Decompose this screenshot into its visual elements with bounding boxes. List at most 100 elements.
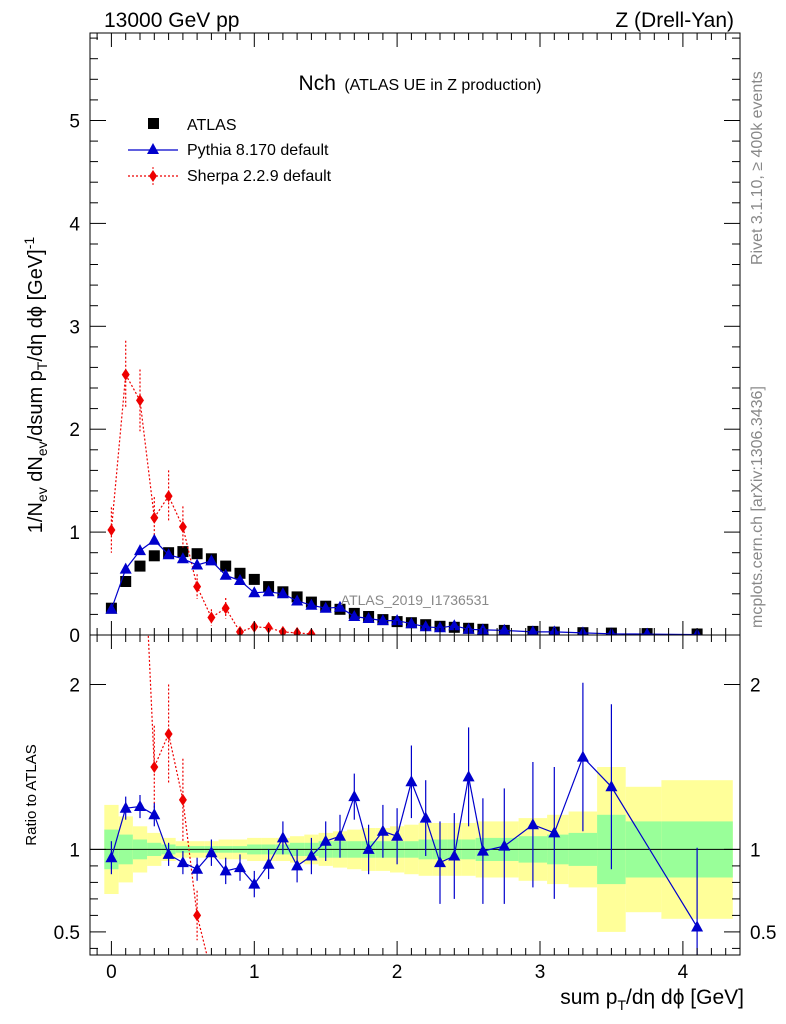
ratio-pythia-point-18: [362, 842, 375, 854]
ratio-sherpa-point-5: [178, 793, 187, 806]
ratio-ytick-label-left-1: 1: [69, 840, 80, 861]
header-left: 13000 GeV pp: [104, 9, 239, 32]
main-pythia-point-7: [205, 554, 218, 566]
legend-pythia-marker: [147, 143, 159, 154]
main-pythia-point-17: [348, 610, 361, 621]
main-ticks: 0 1 2 3 4 5: [69, 33, 741, 647]
ratio-pythia-point-21: [405, 775, 418, 787]
ratio-y-axis-label: Ratio to ATLAS: [23, 744, 40, 845]
main-panel: 0 1 2 3 4 5 Nch (ATLAS UE in Z production) AT…: [21, 32, 741, 647]
ratio-pythia-point-17: [348, 790, 361, 802]
main-sherpa-point-3: [150, 511, 159, 524]
main-title-text: Nch: [299, 72, 336, 95]
ratio-sherpa-point-6: [193, 909, 202, 922]
xlabel-p0: sum p: [560, 986, 617, 1009]
main-atlas-point-8: [220, 560, 232, 572]
legend: ATLAS Pythia 8.170 default Sherpa 2.2.9 …: [128, 117, 332, 185]
main-ytick-label-5: 5: [69, 112, 80, 133]
ratio-pythia-point-5: [176, 856, 189, 868]
ratio-ytick-label-right-1: 1: [750, 840, 761, 861]
main-sherpa-point-2: [136, 394, 144, 407]
main-atlas-point-5: [177, 546, 189, 558]
main-sherpa-line: [110, 372, 312, 635]
main-pythia-point-15: [319, 601, 332, 613]
ratio-pythia-point-15: [319, 834, 332, 846]
ratio-pythia-point-31: [605, 780, 618, 792]
main-ylabel-p6: /dη dϕ [GeV]: [25, 249, 47, 361]
main-atlas-point-10: [248, 573, 260, 585]
main-sherpa-point-1: [121, 368, 130, 381]
ratio-ytick-label-left-0.5: 0.5: [54, 923, 80, 944]
main-pythia-point-24: [448, 619, 461, 631]
main-pythia-point-8: [219, 568, 232, 580]
legend-sherpa-marker: [149, 170, 157, 182]
x-tick-label-4: 4: [678, 962, 689, 983]
ratio-pythia-point-28: [526, 818, 539, 830]
ratio-pythia-point-13: [291, 859, 304, 871]
ratio-pythia-point-11: [262, 857, 275, 869]
main-pythia-point-16: [334, 600, 346, 612]
main-sherpa-point-6: [193, 580, 202, 593]
main-ylabel-p4: /dsum p: [25, 370, 47, 441]
legend-atlas-marker: [148, 118, 159, 129]
rivet-side-label: Rivet 3.1.10, ≥ 400k events: [749, 71, 766, 265]
ratio-pythia-point-27: [498, 839, 511, 851]
ratio-pythia-point-24: [448, 849, 461, 861]
main-ytick-label-0: 0: [69, 626, 80, 647]
ratio-pythia-point-9: [234, 861, 246, 873]
ratio-pythia-point-20: [391, 829, 404, 841]
main-pythia-point-20: [391, 614, 404, 626]
main-atlas-point-9: [234, 567, 246, 579]
xlabel-p1: T: [617, 997, 626, 1013]
main-y-axis-label: 1/Nev dNev/dsum pT/dη dϕ [GeV]-1: [21, 237, 50, 534]
xlabel-p2: /dη dϕ [GeV]: [626, 986, 744, 1009]
main-pythia-point-19: [376, 614, 389, 626]
ratio-sherpa-point-1: [122, 200, 130, 212]
ratio-sherpa-point-2: [136, 448, 144, 460]
ratio-pythia-point-0: [105, 851, 118, 863]
main-pythia-point-22: [419, 620, 432, 632]
main-ylabel-p5: T: [34, 361, 50, 370]
main-ylabel-p0: 1/N: [25, 502, 47, 533]
ratio-pythia-point-6: [191, 862, 204, 874]
main-pythia-point-2: [134, 544, 146, 556]
ratio-plot-frame: [89, 634, 741, 956]
x-tick-label-1: 1: [249, 962, 260, 983]
main-title: Nch (ATLAS UE in Z production): [299, 72, 542, 95]
main-sherpa-point-5: [178, 520, 187, 533]
main-atlas-point-2: [134, 560, 146, 572]
main-pythia-point-11: [262, 585, 275, 597]
ratio-pythia-point-7: [205, 846, 218, 858]
x-tick-label-0: 0: [106, 962, 117, 983]
ratio-pythia-point-23: [434, 856, 446, 868]
ratio-pythia-point-19: [376, 824, 389, 836]
main-ylabel-p2: dN: [25, 456, 47, 487]
ratio-pythia-point-8: [219, 864, 232, 876]
main-ylabel-p1: ev: [34, 487, 50, 502]
ratio-pythia-point-14: [305, 849, 318, 861]
main-sherpa-point-7: [207, 611, 216, 624]
x-tick-label-2: 2: [392, 962, 403, 983]
x-axis-label: sum pT/dη dϕ [GeV]: [560, 986, 744, 1013]
main-pythia-point-5: [176, 552, 189, 564]
main-ytick-label-1: 1: [69, 523, 80, 544]
main-pythia-point-1: [119, 562, 132, 574]
ratio-pythia-point-32: [691, 920, 704, 932]
ratio-pythia-point-29: [548, 826, 561, 838]
main-subtitle-text: (ATLAS UE in Z production): [344, 77, 541, 94]
main-sherpa-point-11: [264, 621, 273, 634]
ratio-pythia-point-30: [576, 750, 589, 762]
main-ytick-label-2: 2: [69, 420, 80, 441]
main-ylabel-p3: ev: [34, 441, 50, 456]
mcplots-side-label: mcplots.cern.ch [arXiv:1306.3436]: [749, 386, 766, 628]
main-pythia-point-13: [291, 594, 304, 606]
main-pythia-point-21: [405, 617, 418, 629]
ratio-panel: 0 1 2 3 40.5 0.51 12 2 Ratio to ATLAS sum pT/dη…: [23, 200, 776, 1013]
main-atlas-point-6: [191, 548, 203, 560]
legend-atlas-label: ATLAS: [187, 117, 237, 134]
ratio-sherpa-line: [147, 635, 208, 955]
main-ytick-label-3: 3: [69, 317, 80, 338]
main-pythia-line: [110, 539, 698, 635]
main-pythia-point-14: [305, 598, 318, 610]
